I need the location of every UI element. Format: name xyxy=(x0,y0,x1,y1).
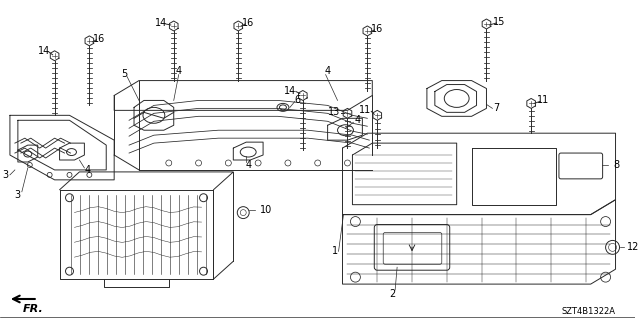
Text: 14: 14 xyxy=(155,18,167,28)
Text: FR.: FR. xyxy=(22,304,43,314)
Text: 4: 4 xyxy=(245,160,252,170)
Text: 16: 16 xyxy=(242,18,254,28)
Text: 16: 16 xyxy=(93,34,106,44)
Text: 7: 7 xyxy=(493,103,499,113)
Text: 11: 11 xyxy=(359,105,371,116)
Text: 4: 4 xyxy=(324,66,331,76)
Text: 15: 15 xyxy=(493,17,506,27)
Text: 6: 6 xyxy=(295,95,301,105)
Text: 12: 12 xyxy=(627,242,640,252)
Text: 8: 8 xyxy=(614,160,620,170)
Text: 2: 2 xyxy=(389,289,396,299)
Text: 16: 16 xyxy=(371,24,383,34)
Text: SZT4B1322A: SZT4B1322A xyxy=(561,308,616,316)
Text: 3: 3 xyxy=(2,170,8,180)
Text: 5: 5 xyxy=(121,68,127,79)
Text: 1: 1 xyxy=(332,246,338,256)
Text: 10: 10 xyxy=(260,204,273,215)
Text: 4: 4 xyxy=(355,115,360,125)
Text: 13: 13 xyxy=(328,107,340,117)
Text: 4: 4 xyxy=(175,66,182,76)
Text: 14: 14 xyxy=(38,46,50,56)
Text: 4: 4 xyxy=(84,165,90,175)
Text: 14: 14 xyxy=(284,85,296,95)
Text: 3: 3 xyxy=(15,190,21,200)
Text: 11: 11 xyxy=(537,95,549,105)
